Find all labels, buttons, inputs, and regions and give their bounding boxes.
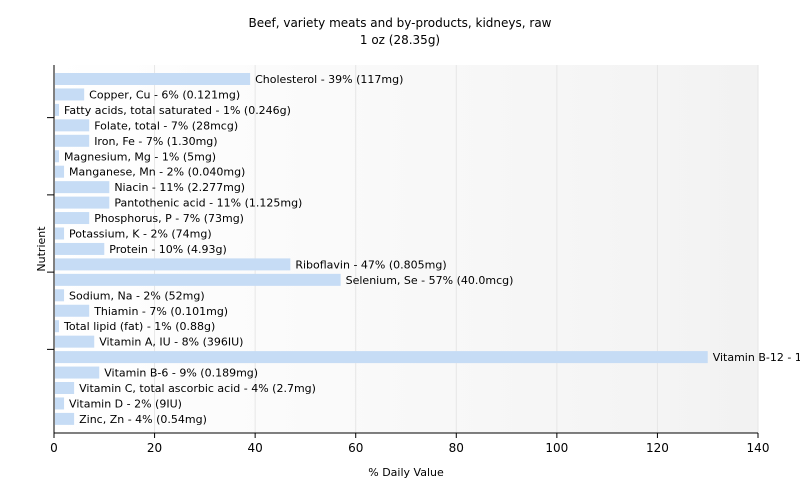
- y-axis-title: Nutrient: [35, 226, 48, 272]
- x-tick-label: 80: [449, 441, 464, 455]
- bar: [55, 320, 60, 333]
- x-tick-label: 20: [147, 441, 162, 455]
- bar: [55, 335, 95, 348]
- bar-label: Riboflavin - 47% (0.805mg): [295, 258, 446, 271]
- bar-label: Potassium, K - 2% (74mg): [69, 228, 212, 241]
- bar-label: Folate, total - 7% (28mcg): [94, 119, 238, 132]
- bar-label: Selenium, Se - 57% (40.0mcg): [346, 274, 514, 287]
- bar: [55, 258, 291, 271]
- bar: [55, 227, 65, 240]
- bar: [55, 103, 60, 116]
- bar-label: Sodium, Na - 2% (52mg): [69, 289, 205, 302]
- bar: [55, 412, 75, 425]
- bar: [55, 88, 85, 101]
- x-axis-title: % Daily Value: [368, 466, 444, 479]
- bar: [55, 119, 90, 132]
- x-tick-label: 40: [248, 441, 263, 455]
- bar-label: Vitamin B-6 - 9% (0.189mg): [104, 367, 258, 380]
- bar: [55, 382, 75, 394]
- bars: [55, 73, 708, 425]
- bar-label: Cholesterol - 39% (117mg): [255, 73, 403, 86]
- x-tick-label: 100: [545, 441, 568, 455]
- x-tick-label: 120: [646, 441, 669, 455]
- bar-label: Manganese, Mn - 2% (0.040mg): [69, 166, 245, 179]
- bar: [55, 351, 708, 364]
- bar: [55, 165, 65, 178]
- chart-title: Beef, variety meats and by-products, kid…: [248, 16, 551, 30]
- bar-label: Thiamin - 7% (0.101mg): [93, 305, 228, 318]
- bar-label: Copper, Cu - 6% (0.121mg): [89, 88, 240, 101]
- bar: [55, 134, 90, 147]
- bar-label: Total lipid (fat) - 1% (0.88g): [63, 320, 215, 333]
- bar-label: Pantothenic acid - 11% (1.125mg): [114, 197, 302, 210]
- bar: [55, 242, 105, 255]
- gridlines: [154, 65, 759, 433]
- bar: [55, 304, 90, 317]
- bar-label: Protein - 10% (4.93g): [109, 243, 227, 256]
- bar: [55, 73, 251, 85]
- bar: [55, 289, 65, 302]
- x-tick-label: 140: [747, 441, 770, 455]
- x-axis-ticks: 0 20 40 60 80 100 120 140: [50, 433, 769, 455]
- bar: [55, 150, 60, 163]
- x-tick-label: 0: [50, 441, 58, 455]
- bar: [55, 196, 110, 209]
- bar-label: Magnesium, Mg - 1% (5mg): [64, 150, 216, 163]
- bar-label: Niacin - 11% (2.277mg): [114, 181, 245, 194]
- chart-subtitle: 1 oz (28.35g): [360, 33, 440, 47]
- bar-label: Vitamin A, IU - 8% (396IU): [99, 336, 243, 349]
- bar: [55, 181, 110, 194]
- bar-label: Vitamin C, total ascorbic acid - 4% (2.7…: [79, 382, 316, 395]
- bar: [55, 273, 341, 286]
- bar-label: Fatty acids, total saturated - 1% (0.246…: [64, 104, 291, 117]
- bar-label: Vitamin D - 2% (9IU): [69, 397, 182, 410]
- bar-label: Zinc, Zn - 4% (0.54mg): [79, 413, 207, 426]
- bar-labels: Cholesterol - 39% (117mg) Copper, Cu - 6%…: [63, 73, 800, 426]
- bar-label: Iron, Fe - 7% (1.30mg): [94, 135, 217, 148]
- bar-label: Vitamin B-12 - 130% (7.80mcg): [713, 351, 800, 364]
- bar: [55, 397, 65, 410]
- bar: [55, 366, 100, 379]
- plot-area: [54, 65, 758, 433]
- bar-label: Phosphorus, P - 7% (73mg): [94, 212, 244, 225]
- bar: [55, 212, 90, 225]
- axes: [47, 65, 758, 434]
- x-tick-label: 60: [348, 441, 363, 455]
